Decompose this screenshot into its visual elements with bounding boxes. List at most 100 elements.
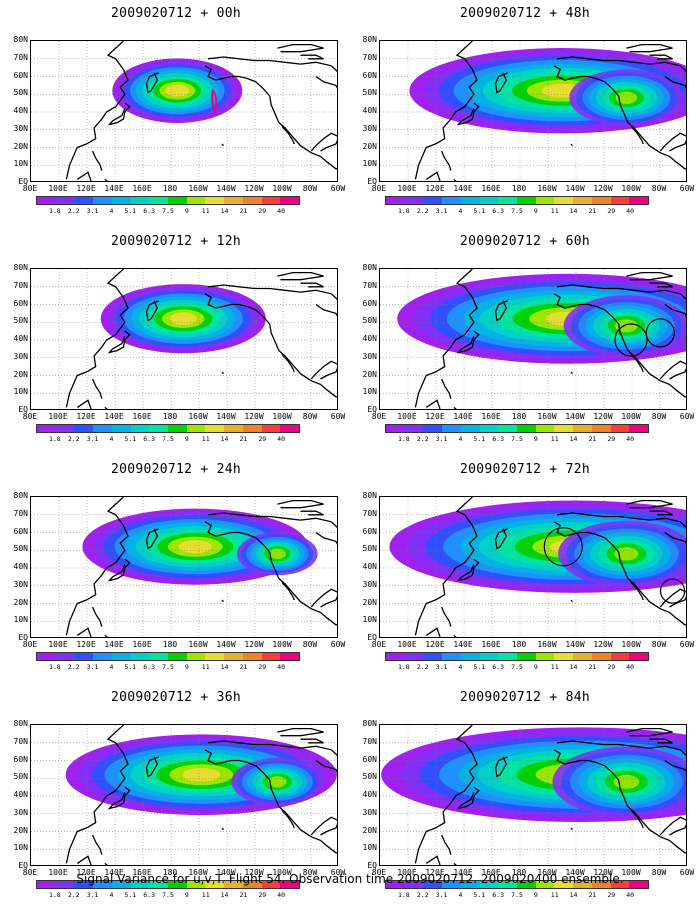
lon-label: 140W bbox=[216, 868, 236, 877]
panel-title: 2009020712 + 60h bbox=[459, 234, 591, 249]
colorbar-label: 7.5 bbox=[511, 663, 523, 671]
lat-label: 20N bbox=[13, 597, 28, 607]
colorbar-swatch bbox=[554, 197, 574, 204]
colorbar-label: 7.5 bbox=[162, 207, 174, 215]
lat-label: 70N bbox=[13, 736, 28, 746]
colorbar-swatch bbox=[93, 197, 112, 204]
map-panel: 2009020712 + 36h 80N 70N 60N 50N 40N 30N 20N 10N… bbox=[6, 684, 346, 906]
colorbar-label: 2.2 bbox=[416, 435, 429, 443]
colorbar-label: 6.3 bbox=[492, 891, 505, 899]
colorbar-label: 6.3 bbox=[143, 435, 156, 443]
lon-label: 100E bbox=[48, 184, 68, 193]
lat-label: 60N bbox=[13, 526, 28, 536]
colorbar-swatch bbox=[629, 653, 649, 660]
lon-label: 80W bbox=[651, 868, 667, 877]
colorbar-label: 21 bbox=[588, 207, 597, 215]
colorbar-swatch bbox=[93, 881, 112, 888]
colorbar-swatch bbox=[517, 653, 536, 660]
colorbar-label: 5.1 bbox=[124, 435, 137, 443]
colorbar-swatch bbox=[498, 197, 518, 204]
colorbar bbox=[36, 880, 300, 889]
colorbar-swatch bbox=[242, 425, 262, 432]
lat-label: 60N bbox=[13, 70, 28, 80]
lon-label: 80E bbox=[371, 184, 387, 193]
lat-label: 40N bbox=[13, 562, 28, 571]
lat-label: 20N bbox=[13, 141, 28, 151]
variance-field bbox=[100, 284, 266, 354]
lat-label: 10N bbox=[13, 843, 28, 853]
colorbar-label: 14 bbox=[569, 435, 578, 443]
colorbar-label: 3.1 bbox=[435, 663, 448, 671]
lat-label: 70N bbox=[13, 52, 28, 62]
lat-label: 10N bbox=[13, 159, 28, 169]
coastlines bbox=[65, 41, 337, 181]
lon-label: 80W bbox=[651, 184, 667, 193]
colorbar-label: 3.1 bbox=[86, 663, 99, 671]
colorbar-swatch bbox=[149, 197, 169, 204]
lon-label: 120W bbox=[244, 412, 264, 421]
colorbar-swatch bbox=[591, 653, 611, 660]
colorbar-label: 1.8 bbox=[397, 207, 410, 215]
colorbar-label: 21 bbox=[588, 435, 597, 443]
colorbar-swatch bbox=[168, 197, 187, 204]
lon-label: 160W bbox=[537, 868, 557, 877]
lon-label: 180 bbox=[511, 184, 527, 193]
variance-field bbox=[389, 500, 686, 593]
lon-label: 180 bbox=[162, 184, 178, 193]
colorbar-label: 3.1 bbox=[435, 435, 448, 443]
colorbar-label: 5.1 bbox=[473, 207, 486, 215]
colorbar-swatch bbox=[479, 425, 499, 432]
lat-label: 30N bbox=[362, 123, 377, 133]
lon-label: 60W bbox=[679, 640, 695, 649]
colorbar-swatch bbox=[74, 197, 94, 204]
lon-label: 120E bbox=[425, 640, 445, 649]
variance-field bbox=[65, 734, 337, 816]
lat-label: 20N bbox=[362, 597, 377, 607]
colorbar-swatch bbox=[386, 881, 405, 888]
colorbar-swatch bbox=[261, 653, 281, 660]
colorbar-label: 9 bbox=[533, 663, 538, 671]
colorbar-swatch bbox=[280, 425, 300, 432]
colorbar-swatch bbox=[280, 881, 300, 888]
panel-title: 2009020712 + 84h bbox=[459, 690, 591, 705]
lat-label: 60N bbox=[13, 298, 28, 308]
colorbar-label: 29 bbox=[607, 435, 616, 443]
colorbar-swatch bbox=[242, 197, 262, 204]
colorbar-label: 5.1 bbox=[124, 207, 137, 215]
colorbar-swatch bbox=[535, 881, 555, 888]
colorbar-label: 9 bbox=[184, 207, 189, 215]
colorbar-swatch bbox=[93, 653, 112, 660]
map-panel: 2009020712 + 48h 80N 70N 60N 50N 40N 30N 20N 10N… bbox=[355, 0, 695, 222]
colorbar-label: 3.1 bbox=[435, 891, 448, 899]
colorbar-label: 1.8 bbox=[48, 891, 61, 899]
colorbar-label: 4 bbox=[458, 207, 463, 215]
colorbar-label: 14 bbox=[220, 435, 229, 443]
lon-label: 100W bbox=[621, 868, 641, 877]
variance-map bbox=[30, 496, 338, 638]
colorbar-label: 4 bbox=[109, 207, 114, 215]
colorbar-swatch bbox=[517, 881, 536, 888]
lat-label: 30N bbox=[362, 807, 377, 817]
panel-title: 2009020712 + 00h bbox=[110, 6, 242, 21]
lon-label: 140W bbox=[565, 868, 585, 877]
lon-label: 120E bbox=[425, 868, 445, 877]
map-panel: 2009020712 + 72h 80N 70N 60N 50N 40N 30N 20N 10N… bbox=[355, 456, 695, 678]
colorbar-swatch bbox=[205, 653, 225, 660]
colorbar-label: 2.2 bbox=[67, 891, 80, 899]
colorbar bbox=[385, 424, 649, 433]
graticule bbox=[380, 269, 686, 409]
colorbar-label: 21 bbox=[239, 435, 248, 443]
colorbar-label: 14 bbox=[569, 891, 578, 899]
lon-label: 80W bbox=[302, 184, 318, 193]
lat-label: 80N bbox=[13, 491, 28, 500]
lon-label: 60W bbox=[330, 184, 346, 193]
lat-label: 40N bbox=[13, 334, 28, 343]
colorbar-swatch bbox=[591, 197, 611, 204]
lat-label: 50N bbox=[362, 316, 377, 326]
colorbar-swatch bbox=[423, 197, 443, 204]
colorbar-label: 1.8 bbox=[48, 207, 61, 215]
lon-label: 120W bbox=[244, 640, 264, 649]
colorbar-swatch bbox=[610, 881, 630, 888]
colorbar-swatch bbox=[111, 653, 131, 660]
lon-label: 140W bbox=[565, 412, 585, 421]
